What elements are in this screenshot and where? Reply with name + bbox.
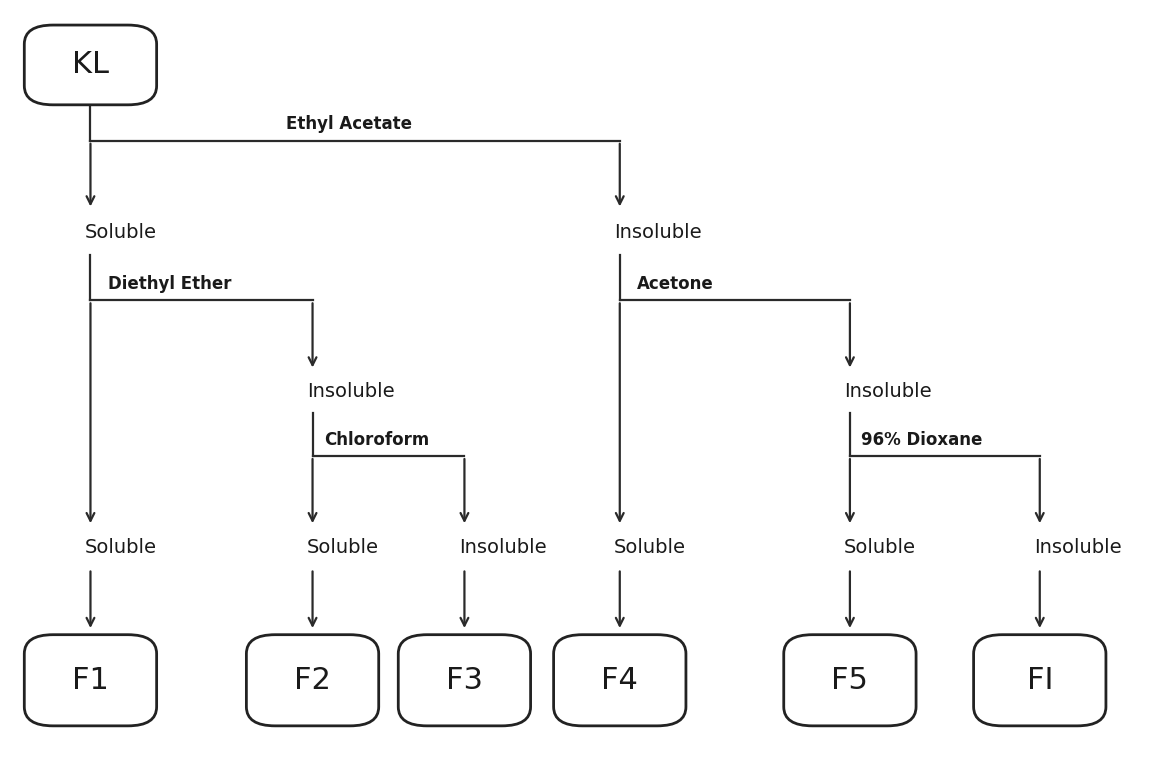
Text: Soluble: Soluble	[614, 538, 686, 557]
FancyBboxPatch shape	[399, 634, 531, 726]
Text: 96% Dioxane: 96% Dioxane	[861, 431, 983, 449]
Text: Soluble: Soluble	[85, 223, 156, 242]
Text: F1: F1	[72, 666, 109, 695]
Text: FI: FI	[1027, 666, 1054, 695]
Text: Insoluble: Insoluble	[1034, 538, 1122, 557]
Text: Ethyl Acetate: Ethyl Acetate	[286, 115, 413, 134]
Text: F5: F5	[831, 666, 868, 695]
Text: F2: F2	[294, 666, 331, 695]
Text: KL: KL	[72, 51, 109, 79]
Text: Soluble: Soluble	[307, 538, 379, 557]
FancyBboxPatch shape	[24, 25, 156, 104]
Text: Insoluble: Insoluble	[844, 382, 932, 401]
Text: F3: F3	[446, 666, 483, 695]
Text: Chloroform: Chloroform	[325, 431, 429, 449]
Text: Acetone: Acetone	[637, 275, 714, 293]
Text: Soluble: Soluble	[85, 538, 156, 557]
FancyBboxPatch shape	[783, 634, 916, 726]
Text: Diethyl Ether: Diethyl Ether	[108, 275, 232, 293]
FancyBboxPatch shape	[24, 634, 156, 726]
FancyBboxPatch shape	[554, 634, 686, 726]
FancyBboxPatch shape	[974, 634, 1106, 726]
Text: Insoluble: Insoluble	[614, 223, 701, 242]
Text: F4: F4	[602, 666, 639, 695]
FancyBboxPatch shape	[247, 634, 379, 726]
Text: Insoluble: Insoluble	[307, 382, 394, 401]
Text: Soluble: Soluble	[844, 538, 916, 557]
Text: Insoluble: Insoluble	[459, 538, 546, 557]
